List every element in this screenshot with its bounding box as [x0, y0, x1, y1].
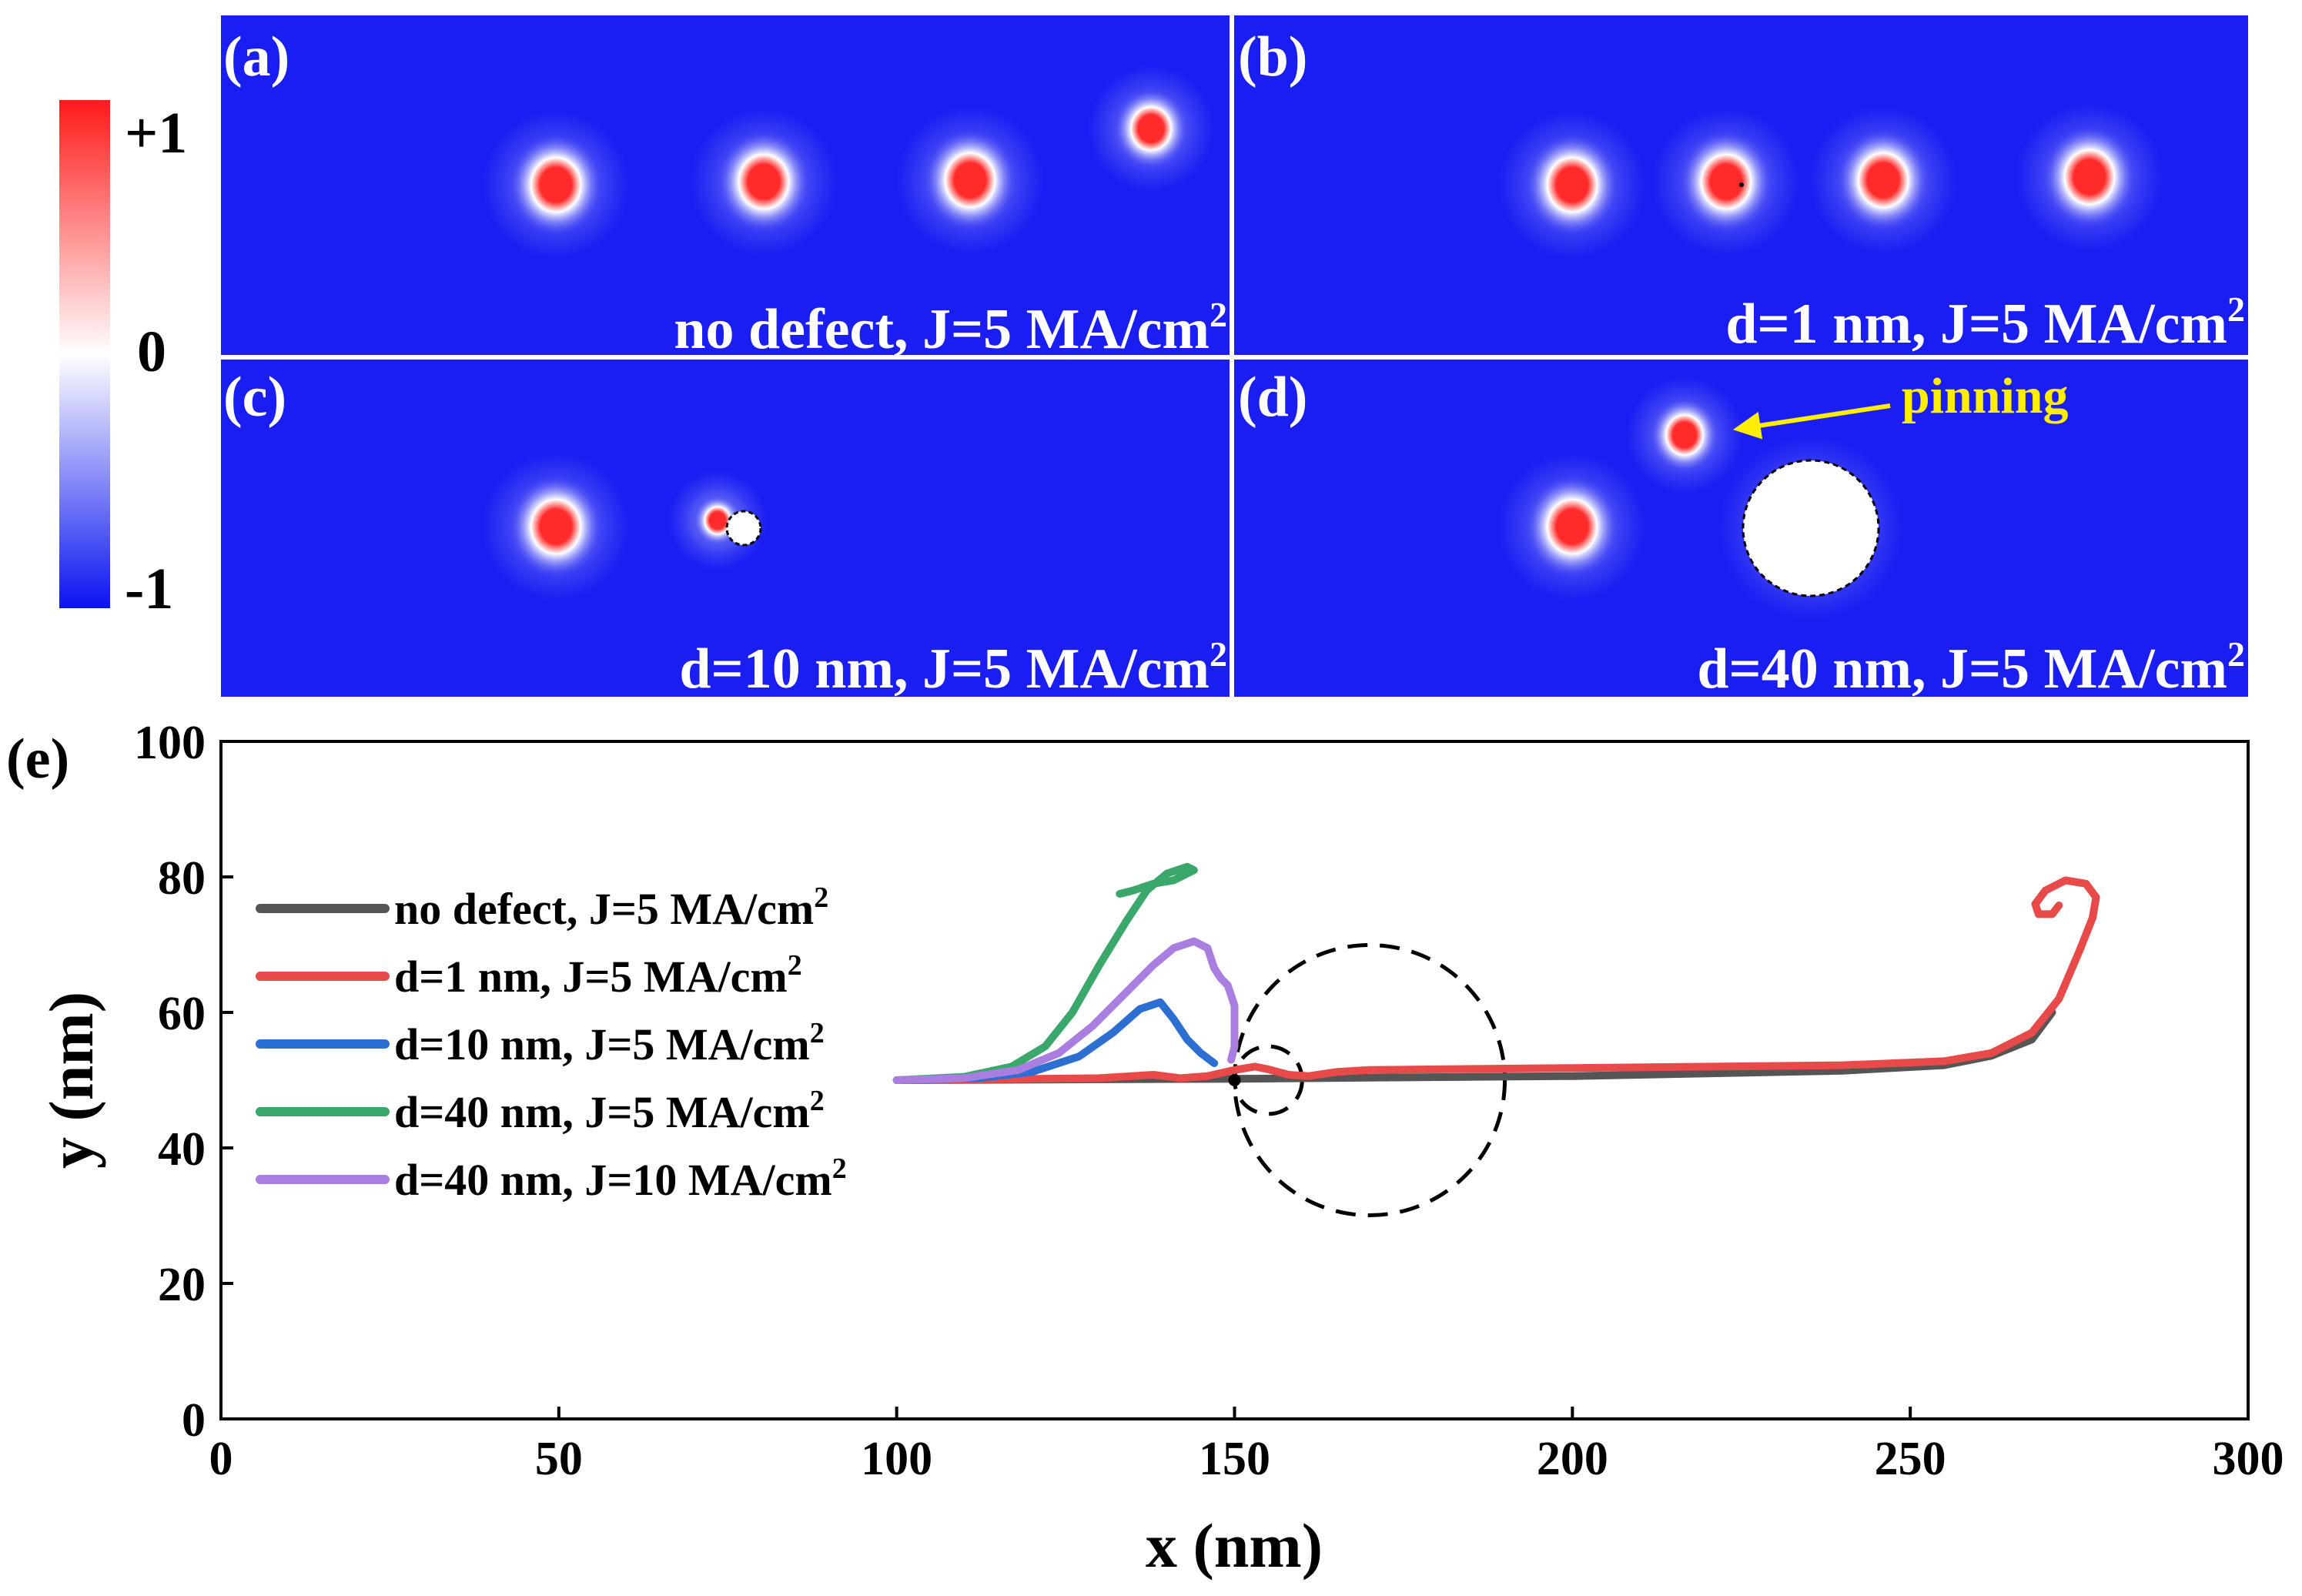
trajectory-plot: (e) 0 50 100 150 200 250 300 0 20 40 60 80 100 no de…	[6, 717, 2284, 1581]
panel-e-tag: (e)	[6, 728, 69, 791]
panel-d-skyrmions: pinning	[1498, 368, 2069, 621]
y-axis-label: y (nm)	[36, 992, 106, 1169]
series-line-3	[892, 862, 1198, 1084]
panel-a-caption: no defect, J=5 MA/cm2	[674, 295, 1227, 361]
pinning-label: pinning	[1902, 368, 2069, 424]
colorbar-min-label: -1	[125, 557, 173, 621]
y-tick-label: 80	[158, 852, 206, 905]
series-line-4	[892, 937, 1239, 1084]
skyrmion	[482, 111, 630, 259]
panel-c-skyrmions	[482, 453, 767, 601]
legend-label-1: d=1 nm, J=5 MA/cm2	[394, 949, 802, 1002]
trajectory-series	[892, 862, 2100, 1086]
panel-d-tag: (d)	[1238, 366, 1307, 429]
x-tick-label: 0	[209, 1433, 233, 1485]
legend-label-2: d=10 nm, J=5 MA/cm2	[394, 1017, 825, 1069]
panel-c-tag: (c)	[223, 366, 286, 429]
x-tick-label: 50	[535, 1433, 583, 1485]
legend-label-3: d=40 nm, J=5 MA/cm2	[394, 1085, 825, 1137]
skyrmion	[2016, 103, 2163, 251]
panel-a-skyrmions	[482, 65, 1214, 259]
skyrmion	[1498, 453, 1646, 601]
colorbar-mid-label: 0	[137, 320, 166, 384]
skyrmion	[1088, 65, 1214, 192]
legend: no defect, J=5 MA/cm2 d=1 nm, J=5 MA/cm2 d…	[256, 882, 847, 1205]
y-tick-label: 60	[158, 988, 206, 1040]
x-tick-label: 150	[1199, 1433, 1270, 1485]
pinning-arrow	[1732, 403, 1891, 440]
skyrmion	[1809, 106, 1957, 254]
defect-marker-1nm	[1739, 182, 1744, 187]
skyrmion	[1652, 108, 1800, 256]
legend-label-4: d=40 nm, J=10 MA/cm2	[394, 1153, 847, 1205]
y-tick-label: 100	[134, 717, 206, 769]
start-marker	[1228, 1074, 1241, 1086]
snapshot-panels: pinning (a) (b) (c) (d) no defect, J=5 M…	[221, 15, 2248, 701]
colorbar-gradient	[59, 100, 110, 608]
series-line-1	[892, 876, 2100, 1084]
x-axis-label: x (nm)	[1146, 1511, 1323, 1581]
skyrmion	[482, 453, 630, 601]
plot-axes: 0 50 100 150 200 250 300 0 20 40 60 80 100	[134, 717, 2284, 1485]
plot-frame	[219, 740, 2250, 1420]
y-tick-label: 40	[158, 1123, 206, 1176]
defect-10nm	[725, 510, 762, 547]
panel-c-caption: d=10 nm, J=5 MA/cm2	[679, 634, 1227, 701]
y-tick-label: 0	[182, 1394, 206, 1447]
colorbar-max-label: +1	[125, 101, 187, 166]
x-tick-label: 200	[1537, 1433, 1608, 1485]
panel-a-tag: (a)	[223, 25, 289, 89]
skyrmion	[896, 106, 1044, 254]
panel-b-caption: d=1 nm, J=5 MA/cm2	[1725, 289, 2245, 356]
panel-b-tag: (b)	[1238, 25, 1307, 89]
y-tick-label: 20	[158, 1259, 206, 1311]
panel-divider-horizontal	[221, 355, 2248, 360]
skyrmion	[690, 108, 838, 256]
series-line-2	[892, 998, 1219, 1084]
panel-b-skyrmions	[1498, 103, 2163, 259]
x-tick-label: 100	[861, 1433, 932, 1485]
skyrmion-pinned	[1626, 376, 1743, 494]
x-tick-label: 250	[1875, 1433, 1946, 1485]
colorbar: +1 0 -1	[59, 100, 187, 621]
legend-label-0: no defect, J=5 MA/cm2	[394, 882, 828, 934]
panel-d-caption: d=40 nm, J=5 MA/cm2	[1697, 634, 2245, 701]
skyrmion	[1498, 111, 1646, 259]
defect-40nm	[1742, 459, 1880, 597]
x-tick-label: 300	[2213, 1433, 2284, 1485]
